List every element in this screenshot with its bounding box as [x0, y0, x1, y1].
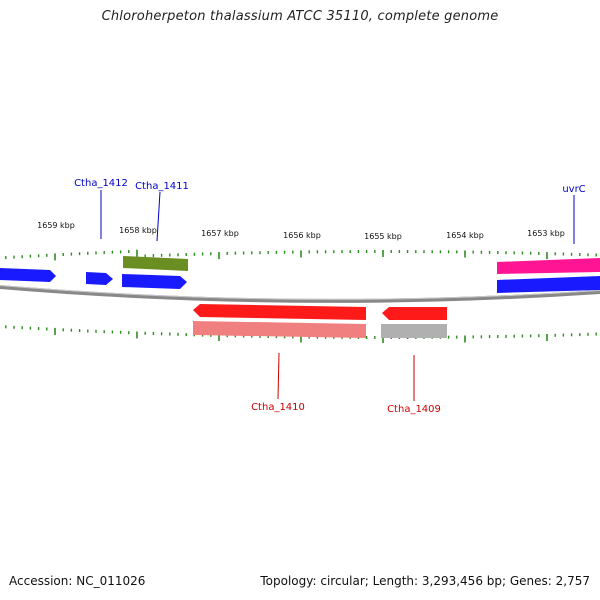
gene-label-ctha-1411[interactable]: Ctha_1411 — [135, 181, 189, 192]
scale-label-1659: 1659 kbp — [37, 221, 75, 230]
gene-block-ctha-1410[interactable] — [193, 321, 366, 338]
gene-arrow-ctha-1412[interactable] — [86, 272, 113, 285]
scale-label-1653: 1653 kbp — [527, 229, 565, 238]
outer-tick-ring — [5, 249, 597, 261]
gene-block-ctha-1411[interactable] — [123, 256, 188, 271]
gene-arrow-blue-left[interactable] — [0, 268, 56, 282]
leader-ctha-1410 — [277, 352, 280, 400]
genome-backbone — [0, 285, 600, 303]
scale-label-1654: 1654 kbp — [446, 231, 484, 240]
gene-label-ctha-1412[interactable]: Ctha_1412 — [74, 178, 128, 189]
leader-ctha-1411 — [156, 191, 161, 242]
scale-label-1657: 1657 kbp — [201, 229, 239, 238]
gene-block-uvrc[interactable] — [497, 258, 600, 274]
gene-arrow-ctha-1411[interactable] — [122, 274, 187, 289]
scale-label-1656: 1656 kbp — [283, 231, 321, 240]
gene-arrow-uvrc[interactable] — [497, 276, 600, 293]
scale-label-1658: 1658 kbp — [119, 226, 157, 235]
genome-backbone-highlight — [0, 285, 600, 300]
gene-label-ctha-1409[interactable]: Ctha_1409 — [387, 404, 441, 415]
gene-label-uvrc[interactable]: uvrC — [562, 184, 585, 195]
gene-block-ctha-1409[interactable] — [381, 324, 447, 338]
scale-labels: 1659 kbp 1658 kbp 1657 kbp 1656 kbp 1655… — [37, 221, 565, 241]
gene-label-ctha-1410[interactable]: Ctha_1410 — [251, 402, 305, 413]
genome-stats-text: Topology: circular; Length: 3,293,456 bp… — [260, 574, 590, 588]
gene-arrow-ctha-1409[interactable] — [382, 307, 447, 320]
map-title: Chloroherpeton thalassium ATCC 35110, co… — [101, 9, 499, 24]
accession-text: Accession: NC_011026 — [9, 574, 146, 588]
gene-arrow-ctha-1410[interactable] — [193, 304, 366, 320]
scale-label-1655: 1655 kbp — [364, 232, 402, 241]
